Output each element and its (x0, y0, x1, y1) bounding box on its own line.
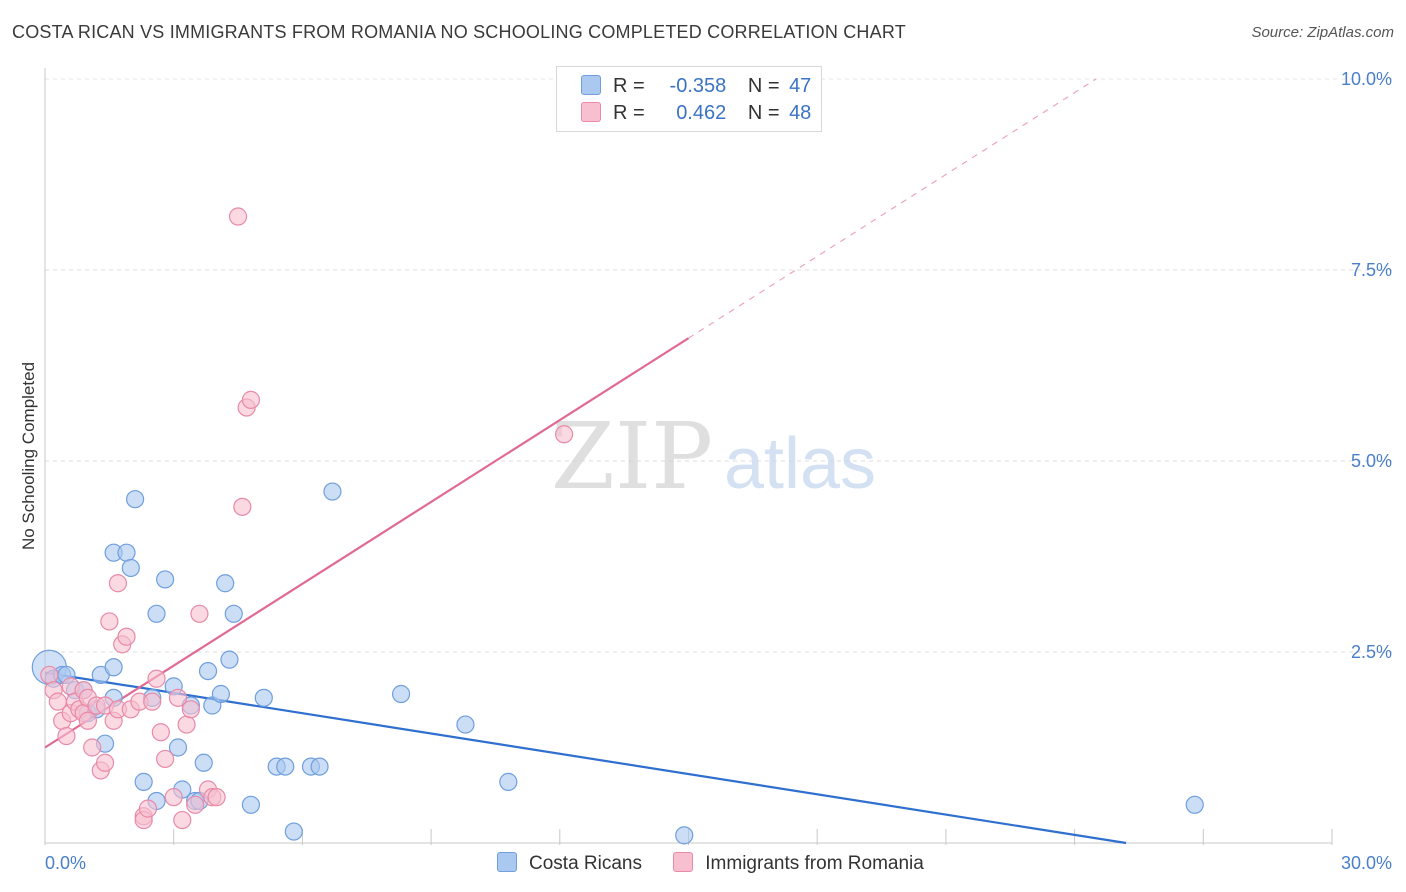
data-point (156, 570, 175, 589)
data-point (211, 684, 230, 704)
data-point (499, 772, 518, 791)
legend-n-label: N = (747, 102, 780, 124)
data-point (241, 795, 261, 814)
data-point (391, 684, 411, 704)
data-point (164, 788, 183, 807)
data-point (138, 799, 158, 818)
data-point (207, 788, 226, 807)
data-point (57, 726, 76, 746)
data-point (108, 574, 128, 593)
data-point (134, 772, 153, 791)
data-point (147, 604, 166, 623)
series-label-romania: Immigrants from Romania (705, 853, 924, 874)
watermark: ZIP atlas (551, 403, 876, 510)
legend-r-label: R = (613, 75, 645, 97)
trend-line-extension (688, 78, 1097, 339)
data-point (284, 822, 303, 841)
data-point (95, 753, 115, 772)
data-point (147, 669, 166, 688)
y-tick-label: 2.5% (1351, 642, 1392, 662)
y-tick-label: 7.5% (1351, 260, 1392, 280)
data-point (675, 826, 694, 845)
data-point (168, 738, 188, 757)
source-label: Source: ZipAtlas.com (1251, 24, 1394, 41)
legend-n-value: 48 (789, 102, 812, 124)
data-point (216, 574, 235, 593)
data-point (254, 688, 273, 707)
legend-r-value: 0.462 (676, 102, 727, 124)
x-tick-label-min: 0.0% (45, 853, 86, 873)
data-point (177, 715, 196, 734)
legend-swatch-costa-ricans (581, 75, 601, 95)
data-point (40, 665, 59, 685)
legend-n-value: 47 (789, 75, 812, 97)
data-point (198, 661, 218, 681)
legend-r-label: R = (613, 102, 645, 124)
data-point (117, 627, 136, 646)
legend-r-value: -0.358 (669, 75, 727, 97)
series-swatch-costa-ricans (497, 852, 517, 872)
data-point (104, 658, 123, 677)
data-point (151, 723, 170, 742)
data-point (224, 604, 243, 623)
data-point (181, 700, 200, 719)
data-points (31, 207, 1204, 845)
series-legend-romania[interactable]: Immigrants from Romania (673, 852, 924, 875)
data-point (173, 810, 192, 830)
data-point (310, 757, 329, 776)
data-point (276, 757, 295, 776)
correlation-legend: R = -0.358 N = 47 R = 0.462 N = 48 (556, 66, 822, 132)
chart-title: COSTA RICAN VS IMMIGRANTS FROM ROMANIA N… (12, 22, 906, 42)
series-legend: Costa Ricans Immigrants from Romania (497, 852, 950, 875)
data-point (143, 692, 162, 711)
data-point (1185, 795, 1204, 814)
data-point (168, 688, 188, 707)
data-point (83, 738, 102, 757)
data-point (78, 711, 98, 730)
data-point (156, 749, 175, 769)
y-axis-label: No Schooling Completed (19, 362, 38, 550)
trend-line-romania (44, 337, 690, 749)
data-point (100, 612, 119, 631)
data-point (220, 650, 239, 669)
legend-n-label: N = (747, 75, 780, 97)
data-point (190, 604, 209, 623)
grid-lines (45, 78, 1392, 653)
y-tick-label: 10.0% (1341, 69, 1392, 89)
x-tick-label-max: 30.0% (1341, 853, 1392, 873)
tick-labels: 2.5% 5.0% 7.5% 10.0% 0.0% 30.0% (45, 69, 1392, 873)
data-point (228, 207, 248, 226)
data-point (194, 753, 213, 772)
data-point (117, 543, 136, 562)
data-point (241, 390, 261, 409)
data-point (456, 715, 475, 734)
watermark-zip: ZIP (551, 403, 713, 510)
data-point (121, 558, 140, 578)
legend-row-costa-ricans: R = -0.358 N = 47 (581, 75, 811, 101)
series-label-costa-ricans: Costa Ricans (529, 853, 642, 874)
data-point (323, 482, 342, 501)
data-point (186, 795, 205, 814)
series-swatch-romania (673, 852, 694, 872)
series-legend-costa-ricans[interactable]: Costa Ricans (497, 852, 642, 875)
data-point (125, 490, 145, 509)
y-tick-label: 5.0% (1351, 451, 1392, 471)
data-point (233, 497, 252, 516)
legend-row-romania: R = 0.462 N = 48 (581, 102, 811, 128)
watermark-atlas: atlas (724, 424, 876, 504)
data-point (554, 425, 574, 444)
legend-swatch-romania (581, 102, 601, 122)
